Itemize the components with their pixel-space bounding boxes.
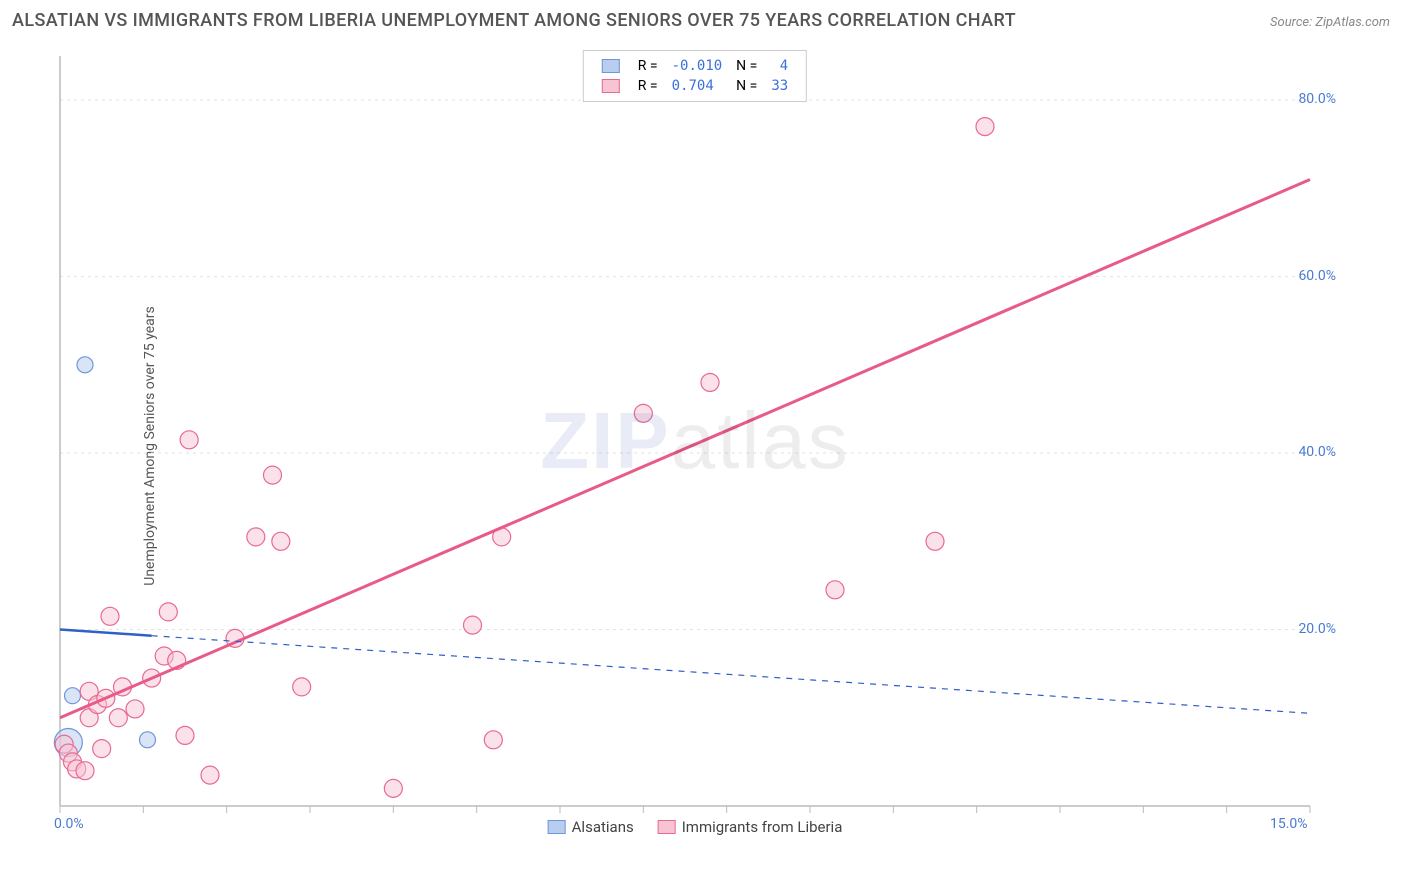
legend-r-label: R = bbox=[632, 57, 664, 75]
legend-n-value-alsatians: 4 bbox=[765, 57, 794, 75]
legend-series: Alsatians Immigrants from Liberia bbox=[548, 818, 843, 836]
swatch-alsatians bbox=[548, 820, 566, 834]
legend-n-value-liberia: 33 bbox=[765, 77, 794, 95]
y-tick-label: 40.0% bbox=[1298, 444, 1336, 460]
y-tick-label: 60.0% bbox=[1298, 268, 1336, 284]
legend-item-liberia: Immigrants from Liberia bbox=[658, 818, 843, 836]
legend-r-value-alsatians: -0.010 bbox=[666, 57, 729, 75]
x-tick-label: 15.0% bbox=[1270, 816, 1308, 832]
legend-item-alsatians: Alsatians bbox=[548, 818, 634, 836]
chart-source: Source: ZipAtlas.com bbox=[1270, 15, 1390, 30]
y-tick-label: 20.0% bbox=[1298, 621, 1336, 637]
legend-row-alsatians: R = -0.010 N = 4 bbox=[596, 57, 794, 75]
chart-header: ALSATIAN VS IMMIGRANTS FROM LIBERIA UNEM… bbox=[0, 0, 1406, 37]
x-tick-label: 0.0% bbox=[54, 816, 84, 832]
legend-n-label: N = bbox=[730, 57, 763, 75]
swatch-liberia bbox=[602, 79, 620, 93]
legend-r-value-liberia: 0.704 bbox=[666, 77, 729, 95]
legend-r-label: R = bbox=[632, 77, 664, 95]
swatch-liberia bbox=[658, 820, 676, 834]
scatter-plot bbox=[50, 46, 1340, 836]
legend-label-liberia: Immigrants from Liberia bbox=[682, 818, 843, 836]
legend-row-liberia: R = 0.704 N = 33 bbox=[596, 77, 794, 95]
y-tick-label: 80.0% bbox=[1298, 91, 1336, 107]
legend-correlation: R = -0.010 N = 4 R = 0.704 N = 33 bbox=[583, 50, 807, 102]
swatch-alsatians bbox=[602, 59, 620, 73]
legend-label-alsatians: Alsatians bbox=[572, 818, 634, 836]
legend-n-label: N = bbox=[730, 77, 763, 95]
chart-title: ALSATIAN VS IMMIGRANTS FROM LIBERIA UNEM… bbox=[12, 10, 1016, 31]
chart-area: ZIPatlas R = -0.010 N = 4 R = 0.704 N = … bbox=[50, 46, 1340, 836]
